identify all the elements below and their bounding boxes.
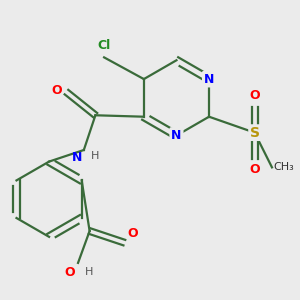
Text: O: O	[249, 89, 260, 102]
Text: O: O	[127, 227, 138, 240]
Text: N: N	[171, 129, 182, 142]
Text: O: O	[249, 163, 260, 176]
Text: N: N	[72, 152, 83, 164]
Text: S: S	[250, 126, 260, 140]
Text: H: H	[91, 152, 99, 161]
Text: CH₃: CH₃	[273, 162, 294, 172]
Text: H: H	[85, 267, 94, 277]
Text: Cl: Cl	[98, 39, 111, 52]
Text: N: N	[204, 73, 214, 85]
Text: O: O	[52, 84, 62, 97]
Text: O: O	[64, 266, 75, 279]
